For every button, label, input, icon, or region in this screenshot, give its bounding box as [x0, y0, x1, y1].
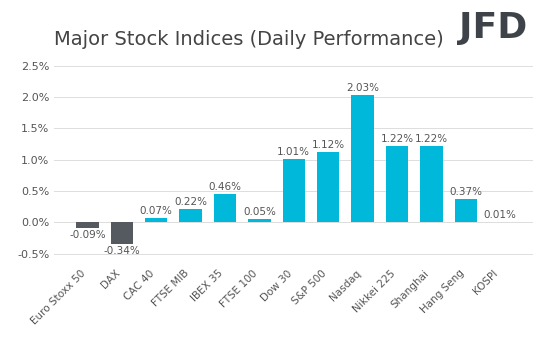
Bar — [386, 146, 408, 223]
Bar — [282, 159, 305, 223]
Bar — [214, 194, 236, 223]
Bar — [145, 218, 168, 223]
Text: 0.05%: 0.05% — [243, 207, 276, 217]
Text: Major Stock Indices (Daily Performance): Major Stock Indices (Daily Performance) — [54, 30, 444, 49]
Text: 0.01%: 0.01% — [484, 210, 517, 220]
Bar — [489, 222, 511, 223]
Bar — [110, 223, 133, 244]
Text: -0.34%: -0.34% — [103, 246, 140, 256]
Bar — [180, 208, 202, 223]
Text: 2.03%: 2.03% — [346, 83, 379, 93]
Text: 0.46%: 0.46% — [208, 182, 242, 192]
Text: JFD: JFD — [460, 11, 528, 45]
Text: 0.37%: 0.37% — [449, 187, 483, 197]
Text: -0.09%: -0.09% — [69, 230, 106, 240]
Text: 0.22%: 0.22% — [174, 197, 207, 207]
Bar — [317, 152, 339, 223]
Text: 1.12%: 1.12% — [312, 140, 345, 150]
Bar — [248, 219, 270, 223]
Text: 1.01%: 1.01% — [277, 147, 310, 157]
Text: 1.22%: 1.22% — [415, 134, 448, 144]
Bar — [455, 199, 477, 223]
Text: 1.22%: 1.22% — [380, 134, 413, 144]
Bar — [351, 95, 374, 223]
Bar — [76, 223, 98, 228]
Text: 0.07%: 0.07% — [140, 206, 172, 216]
Bar — [420, 146, 443, 223]
